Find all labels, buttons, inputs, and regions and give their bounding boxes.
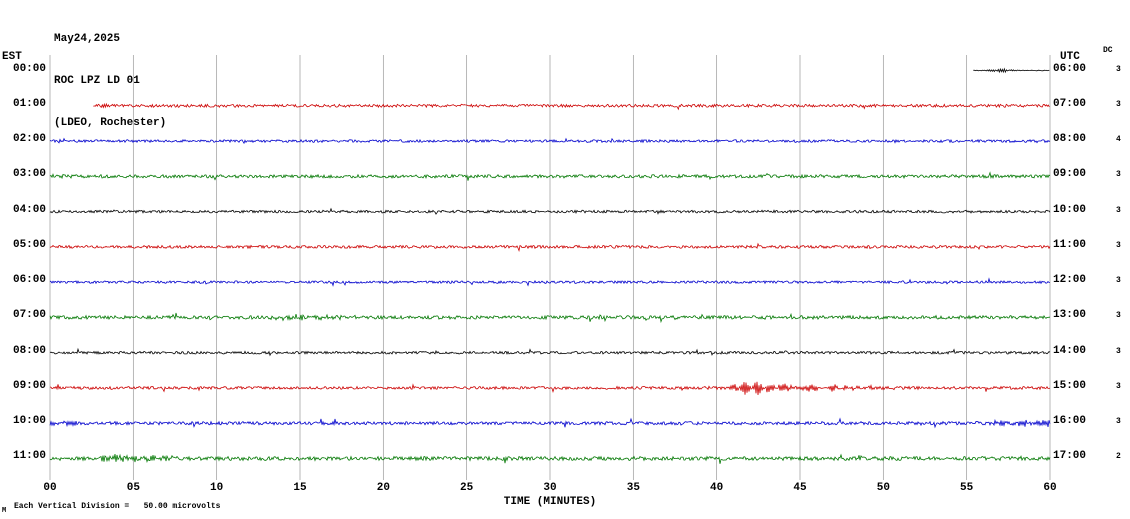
utc-label-08:00: 08:00 <box>1053 133 1087 146</box>
utc-label-06:00: 06:00 <box>1053 62 1087 75</box>
x-tick-50: 50 <box>876 482 890 494</box>
trace-row-11:00 <box>49 453 1051 464</box>
est-axis-title: EST <box>2 51 22 63</box>
dc-value-06:00: 3 <box>1116 276 1121 286</box>
dc-value-02:00: 4 <box>1116 135 1121 145</box>
est-label-01:00: 01:00 <box>12 97 46 110</box>
est-label-04:00: 04:00 <box>12 203 46 216</box>
header-date: May24,2025 <box>54 33 121 45</box>
trace-row-05:00 <box>49 242 1051 253</box>
dc-column-title: DC <box>1103 46 1113 55</box>
x-tick-60: 60 <box>1043 482 1057 494</box>
est-label-02:00: 02:00 <box>12 133 46 146</box>
est-label-10:00: 10:00 <box>12 415 46 428</box>
utc-axis-title: UTC <box>1060 51 1080 63</box>
x-tick-15: 15 <box>293 482 307 494</box>
x-tick-30: 30 <box>543 482 557 494</box>
x-tick-20: 20 <box>376 482 390 494</box>
dc-value-09:00: 3 <box>1116 381 1121 391</box>
dc-value-04:00: 3 <box>1116 205 1121 215</box>
x-tick-35: 35 <box>626 482 640 494</box>
utc-label-10:00: 10:00 <box>1053 203 1087 216</box>
x-tick-10: 10 <box>210 482 224 494</box>
utc-label-15:00: 15:00 <box>1053 379 1087 392</box>
trace-row-02:00 <box>49 137 1051 145</box>
trace-row-08:00 <box>49 347 1051 357</box>
dc-value-10:00: 3 <box>1116 417 1121 427</box>
x-tick-05: 05 <box>126 482 140 494</box>
trace-row-09:00 <box>49 381 1051 396</box>
trace-row-06:00 <box>49 277 1051 287</box>
utc-label-16:00: 16:00 <box>1053 415 1087 428</box>
trace-row-01:00 <box>93 102 1050 111</box>
scale-note: Each Vertical Division = 50.00 microvolt… <box>14 502 221 511</box>
x-tick-40: 40 <box>710 482 724 494</box>
est-label-00:00: 00:00 <box>12 62 46 75</box>
dc-value-01:00: 3 <box>1116 99 1121 109</box>
utc-label-12:00: 12:00 <box>1053 274 1087 287</box>
est-label-03:00: 03:00 <box>12 168 46 181</box>
utc-label-13:00: 13:00 <box>1053 309 1087 322</box>
utc-label-11:00: 11:00 <box>1053 238 1087 251</box>
dc-value-11:00: 2 <box>1116 452 1121 462</box>
dc-value-03:00: 3 <box>1116 170 1121 180</box>
est-label-09:00: 09:00 <box>12 379 46 392</box>
x-tick-25: 25 <box>460 482 474 494</box>
x-tick-00: 00 <box>43 482 57 494</box>
est-label-05:00: 05:00 <box>12 238 46 251</box>
header-station: ROC LPZ LD 01 <box>54 75 140 87</box>
dc-value-00:00: 3 <box>1116 64 1121 74</box>
est-label-11:00: 11:00 <box>12 450 46 463</box>
trace-row-10:00 <box>49 417 1051 429</box>
grid-lines <box>49 55 1051 480</box>
x-axis-title: TIME (MINUTES) <box>503 496 597 508</box>
est-label-08:00: 08:00 <box>12 344 46 357</box>
est-label-06:00: 06:00 <box>12 274 46 287</box>
trace-row-00:00 <box>973 67 1050 74</box>
dc-value-08:00: 3 <box>1116 346 1121 356</box>
utc-label-09:00: 09:00 <box>1053 168 1087 181</box>
trace-row-04:00 <box>49 207 1051 215</box>
trace-row-03:00 <box>49 171 1051 181</box>
corner-mark: M <box>2 507 7 515</box>
x-tick-45: 45 <box>793 482 807 494</box>
dc-value-07:00: 3 <box>1116 311 1121 321</box>
trace-row-07:00 <box>49 312 1051 324</box>
dc-value-05:00: 3 <box>1116 240 1121 250</box>
utc-label-17:00: 17:00 <box>1053 450 1087 463</box>
utc-label-14:00: 14:00 <box>1053 344 1087 357</box>
x-tick-55: 55 <box>960 482 974 494</box>
utc-label-07:00: 07:00 <box>1053 97 1087 110</box>
est-label-07:00: 07:00 <box>12 309 46 322</box>
